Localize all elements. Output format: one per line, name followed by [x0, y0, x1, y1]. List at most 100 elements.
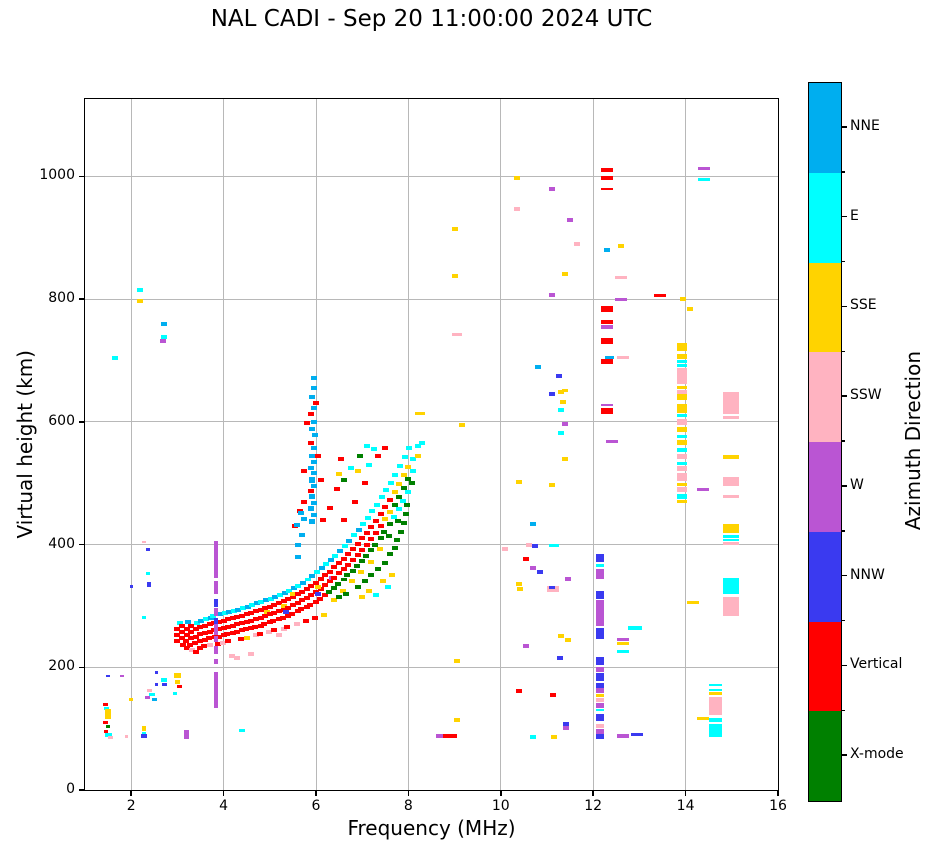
- data-point-nne: [604, 247, 611, 252]
- data-point-vertical: [242, 627, 249, 632]
- data-point-sse: [562, 388, 569, 393]
- data-point-w: [548, 293, 555, 298]
- data-point-nnw: [532, 544, 539, 549]
- colorbar-axis-label-wrap: Azimuth Direction: [893, 82, 933, 800]
- data-point-w: [595, 688, 605, 694]
- data-point-vertical: [601, 338, 614, 345]
- data-point-sse: [367, 559, 374, 564]
- data-point-vertical: [202, 630, 209, 635]
- data-point-x-mode: [405, 477, 412, 482]
- data-point-x-mode: [325, 589, 332, 594]
- data-point-nne: [309, 477, 316, 484]
- data-point-ssw: [525, 542, 532, 547]
- colorbar-boundary-tick: [842, 709, 845, 711]
- data-point-e: [360, 521, 367, 526]
- data-point-ssw: [124, 735, 129, 739]
- data-point-vertical: [256, 631, 263, 636]
- data-point-w: [548, 187, 555, 192]
- data-point-sse: [562, 456, 569, 461]
- data-point-vertical: [285, 605, 292, 610]
- data-point-ssw: [502, 547, 509, 552]
- data-point-e: [396, 506, 403, 511]
- y-tick-label: 400: [48, 535, 75, 552]
- data-point-nne: [312, 433, 319, 438]
- data-point-e: [160, 677, 167, 682]
- data-point-vertical: [215, 619, 222, 624]
- data-point-vertical: [261, 622, 268, 627]
- data-point-ssw: [709, 697, 723, 715]
- data-point-e: [141, 732, 147, 736]
- data-point-e: [366, 462, 373, 467]
- data-point-vertical: [303, 595, 310, 600]
- colorbar-tick-label: NNE: [850, 117, 880, 134]
- data-point-nne: [310, 500, 317, 505]
- colorbar-tick: [842, 395, 847, 397]
- data-point-x-mode: [359, 559, 366, 564]
- data-point-e: [698, 177, 711, 181]
- data-point-sse: [560, 399, 567, 404]
- data-point-ssw: [189, 648, 196, 653]
- data-point-ssw: [265, 629, 272, 634]
- data-point-vertical: [284, 624, 291, 629]
- y-tick-label: 1000: [39, 167, 75, 184]
- data-point-e: [384, 585, 391, 590]
- data-point-vertical: [174, 627, 181, 632]
- data-point-nnw: [154, 670, 159, 674]
- data-point-vertical: [220, 618, 227, 623]
- data-point-nne: [534, 365, 541, 370]
- data-point-sse: [517, 586, 524, 591]
- data-point-vertical: [308, 592, 315, 597]
- data-point-e: [676, 448, 687, 452]
- data-point-nne: [337, 548, 344, 553]
- data-point-x-mode: [105, 725, 111, 729]
- data-point-sse: [680, 297, 687, 302]
- y-tick: [79, 175, 85, 178]
- data-point-nnw: [214, 598, 219, 608]
- data-point-vertical: [276, 609, 283, 614]
- data-point-vertical: [197, 632, 204, 637]
- x-tick: [407, 790, 410, 796]
- data-point-vertical: [303, 421, 310, 425]
- data-point-x-mode: [354, 585, 361, 590]
- data-point-ssw: [219, 640, 226, 645]
- data-point-vertical: [202, 623, 209, 628]
- colorbar-tick: [842, 485, 847, 487]
- data-point-sse: [722, 524, 739, 533]
- data-point-nnw: [556, 656, 563, 661]
- data-point-vertical: [183, 626, 190, 631]
- data-point-vertical: [239, 613, 246, 618]
- data-point-ssw: [248, 651, 255, 656]
- data-point-sse: [453, 718, 460, 723]
- data-point-x-mode: [403, 511, 410, 516]
- x-tick: [315, 790, 317, 796]
- data-point-sse: [264, 610, 271, 615]
- data-point-e: [369, 509, 376, 514]
- data-point-nnw: [548, 392, 555, 397]
- data-point-sse: [366, 588, 373, 593]
- data-point-ssw: [146, 689, 153, 693]
- data-point-vertical: [382, 505, 389, 510]
- data-point-ssw: [228, 654, 235, 659]
- data-point-e: [258, 600, 265, 605]
- data-point-vertical: [280, 607, 287, 612]
- data-point-w: [697, 487, 710, 491]
- data-point-e: [378, 495, 385, 500]
- data-point-vertical: [266, 620, 273, 625]
- data-point-vertical: [183, 645, 190, 650]
- data-point-e: [676, 494, 687, 500]
- data-point-vertical: [252, 617, 259, 622]
- data-point-nne: [310, 386, 317, 391]
- data-point-x-mode: [331, 586, 338, 591]
- data-point-vertical: [516, 688, 523, 693]
- data-point-ssw: [676, 367, 687, 373]
- data-point-vertical: [299, 589, 306, 594]
- data-point-vertical: [373, 518, 380, 523]
- data-point-vertical: [549, 692, 556, 697]
- data-point-x-mode: [395, 519, 402, 524]
- data-point-nnw: [105, 674, 111, 678]
- data-point-vertical: [220, 633, 227, 638]
- x-tick-label: 2: [126, 798, 136, 814]
- data-point-e: [313, 570, 320, 575]
- data-point-e: [414, 444, 421, 449]
- data-point-e: [203, 617, 210, 622]
